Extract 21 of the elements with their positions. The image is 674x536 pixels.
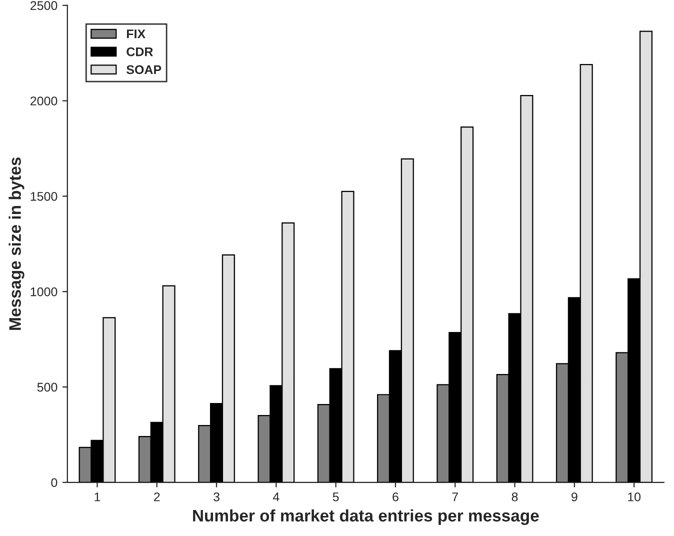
x-tick-label: 1	[94, 492, 100, 502]
legend-label: SOAP	[126, 65, 162, 74]
x-tick-label: 8	[512, 492, 518, 502]
y-tick-label: 1500	[30, 192, 58, 201]
y-tick-label: 2500	[30, 1, 58, 10]
y-tick-label: 1000	[30, 287, 58, 296]
y-tick-label: 2000	[30, 96, 58, 106]
x-tick-label: 10	[628, 492, 641, 502]
x-axis-title: Number of market data entries per message	[193, 509, 539, 525]
x-tick-label: 4	[272, 492, 280, 502]
x-tick-label: 7	[452, 492, 458, 502]
y-tick-label: 0	[51, 478, 58, 488]
x-tick-label: 3	[214, 492, 220, 502]
legend-label: CDR	[126, 47, 153, 56]
y-axis-title: Message size in bytes	[8, 157, 24, 330]
x-tick-label: 9	[572, 492, 578, 502]
x-tick-label: 5	[332, 492, 339, 502]
y-tick-label: 500	[37, 382, 58, 392]
legend-label: FIX	[126, 30, 146, 38]
x-tick-label: 2	[154, 492, 160, 502]
x-tick-label: 6	[392, 492, 398, 502]
